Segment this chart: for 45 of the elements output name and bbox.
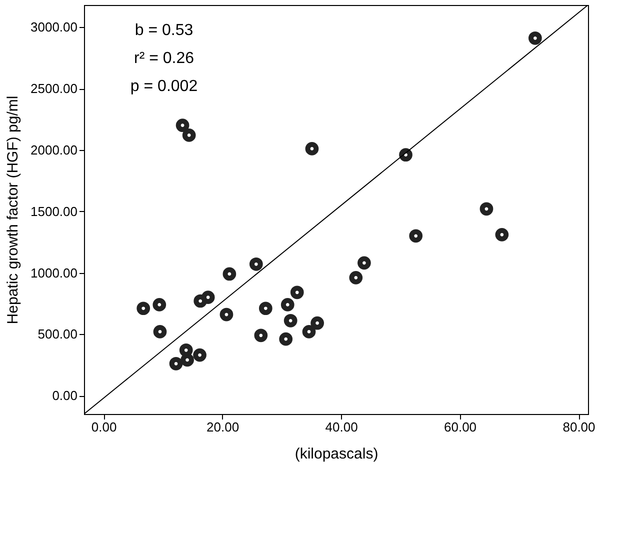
point [290, 286, 304, 300]
point [182, 128, 196, 142]
point [280, 298, 294, 312]
point [349, 270, 363, 284]
annotation: p = 0.002 [130, 78, 198, 95]
point [495, 228, 509, 242]
x-tick-label: 20.00 [206, 420, 240, 434]
x-tick-label: 80.00 [562, 420, 596, 434]
y-tick-label: 0.00 [52, 388, 78, 404]
point [358, 256, 371, 270]
point [179, 343, 193, 357]
y-tick-label: 2500.00 [30, 81, 78, 96]
point [180, 353, 194, 367]
point [136, 302, 150, 316]
y-tick-label: 500.00 [38, 326, 78, 342]
point [193, 348, 206, 362]
point [254, 328, 268, 342]
point [222, 267, 236, 281]
x-tick-label: 40.00 [325, 420, 358, 434]
annotation: b = 0.53 [134, 22, 194, 39]
point [302, 325, 316, 338]
point [153, 325, 167, 338]
point [528, 31, 542, 45]
x-tick-label: 0.00 [91, 420, 117, 434]
point [249, 257, 263, 271]
point [480, 202, 494, 216]
x-axis-title: (kilopascals) [294, 446, 378, 462]
point [152, 298, 166, 312]
point [258, 302, 272, 316]
y-tick-label: 2000.00 [30, 142, 78, 158]
point [220, 308, 234, 322]
y-tick-label: 1000.00 [30, 265, 78, 280]
annotation: r² = 0.26 [134, 50, 194, 67]
point [310, 316, 324, 330]
x-tick-label: 60.00 [444, 420, 477, 434]
y-axis-title: Hepatic growth factor (HGF) pg/ml [4, 96, 22, 324]
point [169, 356, 183, 370]
y-tick-label: 3000.00 [30, 20, 78, 35]
y-tick-label: 1500.00 [30, 204, 78, 219]
point [305, 142, 319, 156]
point [194, 294, 208, 308]
point [279, 332, 293, 346]
point [176, 118, 190, 132]
point [284, 314, 298, 328]
point [409, 229, 423, 243]
